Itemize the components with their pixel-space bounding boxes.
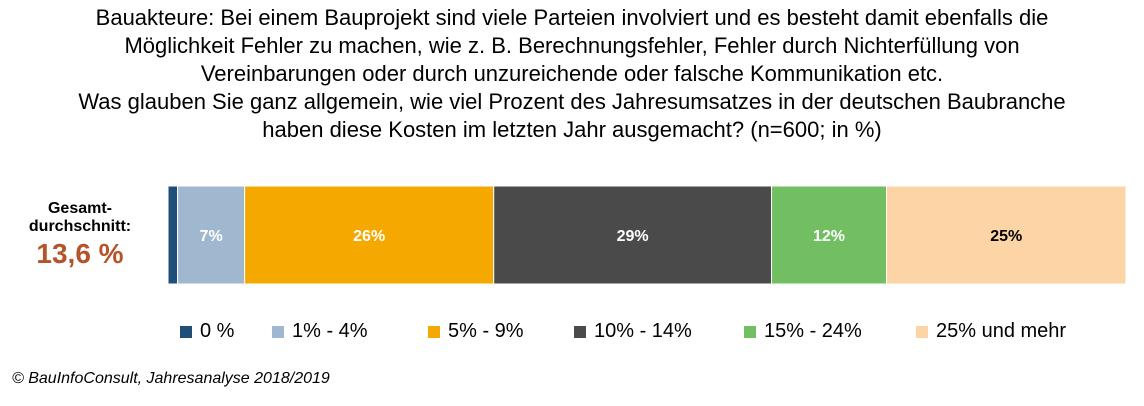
legend-label-6: 25% und mehr	[936, 320, 1067, 342]
legend-item-4: 10% - 14%	[574, 320, 692, 343]
legend-label-1: 0 %	[200, 320, 235, 342]
legend-swatch-5	[744, 325, 756, 338]
legend-item-2: 1% - 4%	[272, 320, 368, 343]
legend-item-6: 25% und mehr	[916, 320, 1066, 343]
data-label-2: 7%	[200, 228, 223, 245]
legend-swatch-4	[574, 325, 586, 338]
bar-segment-4	[493, 185, 773, 285]
legend-label-5: 15% - 24%	[764, 320, 862, 342]
data-label-6: 25%	[990, 228, 1022, 245]
source-note: © BauInfoConsult, Jahresanalyse 2018/201…	[12, 370, 330, 387]
legend-label-2: 1% - 4%	[292, 320, 368, 342]
average-label-line-1: Gesamt-	[47, 200, 113, 217]
title-line-2: Möglichkeit Fehler zu machen, wie z. B. …	[124, 33, 1020, 58]
legend-swatch-1	[180, 325, 192, 338]
title-line-5: haben diese Kosten im letzten Jahr ausge…	[262, 117, 882, 142]
legend-swatch-6	[916, 325, 928, 338]
bar-segment-1	[167, 185, 179, 285]
legend-label-3: 5% - 9%	[448, 320, 524, 342]
legend-swatch-3	[428, 325, 440, 338]
chart-title: Bauakteure: Bei einem Bauprojekt sind vi…	[0, 4, 1144, 144]
title-line-4: Was glauben Sie ganz allgemein, wie viel…	[78, 89, 1066, 114]
bar-segment-2	[177, 185, 246, 285]
bar-segment-6	[886, 185, 1127, 285]
average-label-line-2: durchschnitt:	[28, 218, 132, 235]
legend-swatch-2	[272, 325, 284, 338]
data-label-4: 29%	[617, 228, 649, 245]
bar-segment-3	[244, 185, 495, 285]
average-box: Gesamt- durchschnitt: 13,6 %	[10, 200, 170, 270]
legend-item-1: 0 %	[180, 320, 234, 343]
data-label-5: 12%	[813, 228, 845, 245]
legend-label-4: 10% - 14%	[594, 320, 692, 342]
data-label-3: 26%	[353, 228, 385, 245]
legend-item-5: 15% - 24%	[744, 320, 862, 343]
legend-item-3: 5% - 9%	[428, 320, 524, 343]
title-line-3: Vereinbarungen oder durch unzureichende …	[200, 61, 944, 86]
title-line-1: Bauakteure: Bei einem Bauprojekt sind vi…	[95, 5, 1049, 30]
average-value: 13,6 %	[36, 238, 124, 269]
